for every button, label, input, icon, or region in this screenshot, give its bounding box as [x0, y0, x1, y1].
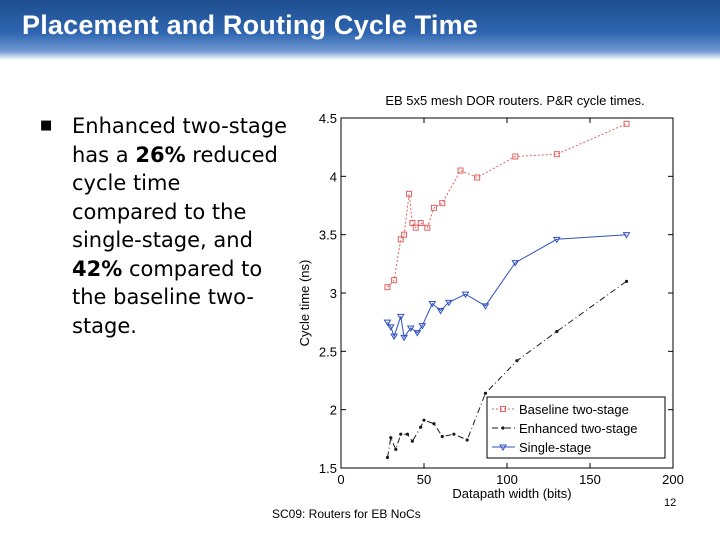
data-point	[394, 448, 397, 451]
x-tick-label: 150	[579, 472, 601, 487]
data-point	[386, 456, 389, 459]
data-point	[422, 419, 425, 422]
x-tick-label: 50	[417, 472, 431, 487]
y-tick-label: 3.5	[319, 228, 337, 243]
slide-footer: SC09: Routers for EB NoCs	[272, 507, 421, 521]
y-axis-label: Cycle time (ns)	[297, 260, 312, 347]
data-point	[432, 422, 435, 425]
data-point	[625, 280, 628, 283]
legend-label: Single-stage	[519, 440, 591, 455]
legend-marker	[501, 426, 504, 429]
data-point	[406, 433, 409, 436]
y-tick-label: 3	[330, 286, 337, 301]
data-point	[466, 438, 469, 441]
y-tick-label: 4	[330, 169, 337, 184]
y-tick-label: 2	[330, 403, 337, 418]
data-point	[389, 436, 392, 439]
data-point	[555, 330, 558, 333]
y-tick-label: 2.5	[319, 344, 337, 359]
x-tick-label: 100	[496, 472, 518, 487]
data-point	[452, 433, 455, 436]
x-tick-label: 0	[337, 472, 344, 487]
chart-title: EB 5x5 mesh DOR routers. P&R cycle times…	[385, 93, 644, 108]
x-axis-label: Datapath width (bits)	[452, 486, 571, 501]
data-point	[441, 435, 444, 438]
y-tick-label: 4.5	[319, 111, 337, 126]
page-number: 12	[664, 497, 676, 509]
x-tick-label: 200	[662, 472, 684, 487]
legend-label: Enhanced two-stage	[519, 421, 638, 436]
data-point	[399, 433, 402, 436]
legend-label: Baseline two-stage	[519, 402, 629, 417]
data-point	[515, 359, 518, 362]
legend: Baseline two-stage Enhanced two-stage Sing…	[487, 397, 665, 458]
data-point	[419, 426, 422, 429]
y-tick-label: 1.5	[319, 461, 337, 476]
data-point	[411, 440, 414, 443]
data-point	[484, 392, 487, 395]
